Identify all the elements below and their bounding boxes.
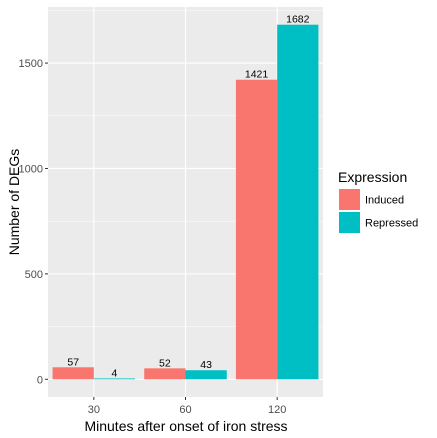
x-axis: 30 60 120 bbox=[88, 397, 286, 416]
legend-key-repressed bbox=[339, 212, 360, 233]
data-label-repressed-120: 1682 bbox=[286, 14, 310, 26]
x-tick-label: 60 bbox=[179, 404, 191, 416]
y-tick-label: 1000 bbox=[19, 163, 43, 175]
bar-repressed-30 bbox=[93, 378, 136, 380]
legend: Expression Induced Repressed bbox=[338, 169, 418, 233]
data-label-repressed-60: 43 bbox=[200, 359, 212, 371]
legend-title: Expression bbox=[338, 169, 407, 185]
bar-induced-120 bbox=[235, 79, 278, 380]
y-tick-label: 1500 bbox=[19, 58, 43, 70]
bar-induced-30 bbox=[52, 367, 94, 380]
data-label-induced-60: 52 bbox=[159, 357, 171, 369]
legend-label-induced: Induced bbox=[365, 195, 404, 207]
legend-label-repressed: Repressed bbox=[365, 218, 418, 230]
y-axis: 0 500 1000 1500 bbox=[19, 58, 48, 386]
x-tick-label: 30 bbox=[88, 404, 100, 416]
bar-repressed-120 bbox=[277, 24, 319, 380]
bar-repressed-60 bbox=[185, 370, 227, 380]
bars bbox=[52, 24, 319, 380]
y-axis-title: Number of DEGs bbox=[6, 149, 22, 256]
x-axis-title: Minutes after onset of iron stress bbox=[84, 418, 287, 434]
data-label-repressed-30: 4 bbox=[112, 367, 118, 379]
legend-key-induced bbox=[339, 189, 360, 210]
y-tick-label: 500 bbox=[25, 269, 43, 281]
x-tick-label: 120 bbox=[268, 404, 286, 416]
data-label-induced-30: 57 bbox=[67, 356, 79, 368]
y-tick-label: 0 bbox=[37, 374, 43, 386]
data-label-induced-120: 1421 bbox=[245, 69, 269, 81]
bar-induced-60 bbox=[144, 368, 186, 380]
data-labels: 57 52 1421 4 43 1682 bbox=[67, 14, 309, 380]
